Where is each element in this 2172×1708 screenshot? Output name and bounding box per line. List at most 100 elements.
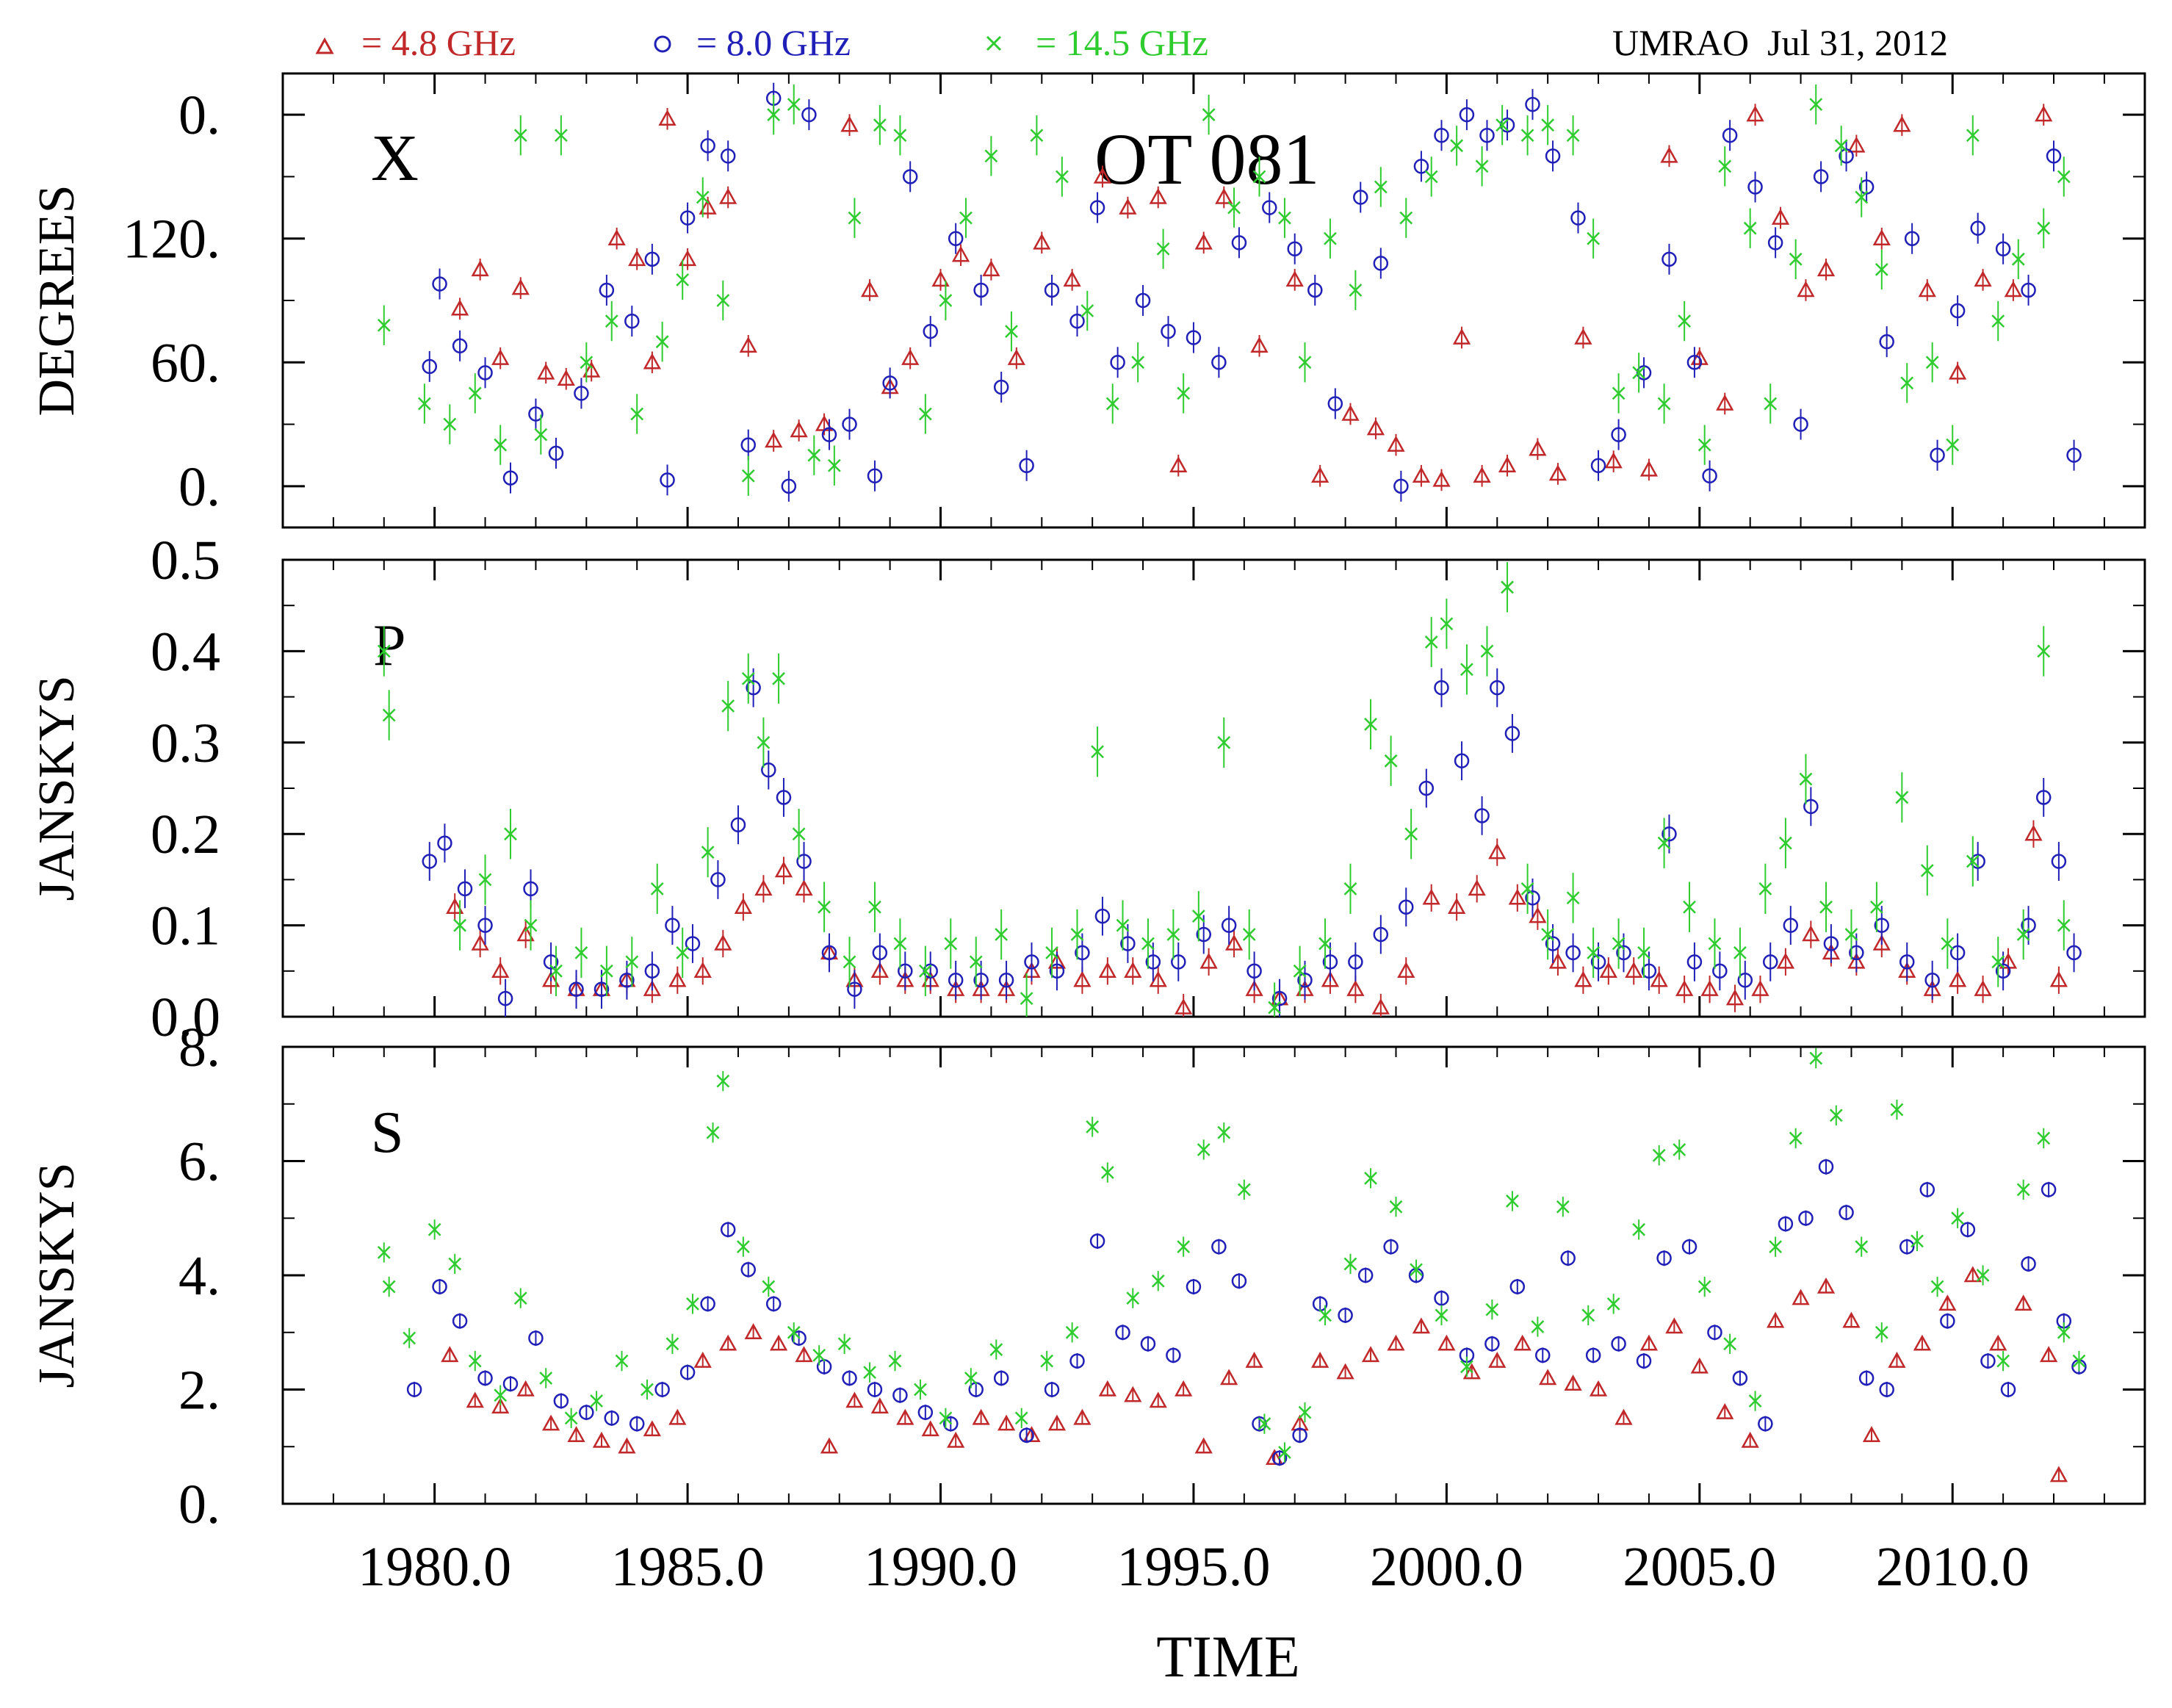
data-point-14-5-GHz bbox=[1541, 909, 1555, 960]
data-point-14-5-GHz bbox=[1966, 115, 1980, 156]
data-point-4-8-GHz bbox=[699, 196, 717, 219]
data-point-4-8-GHz bbox=[1432, 469, 1451, 491]
data-point-4-8-GHz bbox=[1285, 269, 1304, 291]
data-point-8-0-GHz bbox=[1044, 274, 1060, 306]
data-point-14-5-GHz bbox=[1652, 1145, 1666, 1166]
data-point-14-5-GHz bbox=[1065, 1322, 1079, 1343]
y-tick-label: 60. bbox=[151, 332, 220, 394]
data-point-8-0-GHz bbox=[1995, 233, 2011, 264]
data-point-14-5-GHz bbox=[1298, 342, 1312, 383]
data-point-4-8-GHz bbox=[1771, 206, 1790, 229]
data-point-4-8-GHz bbox=[1498, 454, 1517, 477]
data-point-8-0-GHz bbox=[2046, 140, 2062, 172]
data-point-14-5-GHz bbox=[524, 900, 538, 951]
data-point-8-0-GHz bbox=[2041, 1181, 2057, 1197]
data-point-8-0-GHz bbox=[1348, 942, 1363, 981]
data-point-14-5-GHz bbox=[721, 680, 735, 732]
data-point-14-5-GHz bbox=[377, 1242, 391, 1263]
data-point-8-0-GHz bbox=[1089, 1233, 1105, 1249]
data-point-4-8-GHz bbox=[1741, 1431, 1759, 1448]
data-point-4-8-GHz bbox=[845, 1391, 864, 1408]
data-point-4-8-GHz bbox=[1047, 1414, 1067, 1431]
data-point-4-8-GHz bbox=[1194, 1437, 1213, 1454]
data-point-14-5-GHz bbox=[818, 882, 831, 932]
data-point-14-5-GHz bbox=[549, 945, 563, 997]
data-point-14-5-GHz bbox=[2011, 239, 2025, 280]
data-point-4-8-GHz bbox=[1366, 417, 1385, 439]
data-point-8-0-GHz bbox=[1186, 1278, 1202, 1295]
data-point-14-5-GHz bbox=[2037, 626, 2051, 677]
y-tick-label: 0. bbox=[178, 456, 220, 518]
legend-triangle-icon bbox=[315, 37, 334, 54]
data-point-14-5-GHz bbox=[1424, 156, 1438, 197]
data-point-14-5-GHz bbox=[1911, 1230, 1924, 1252]
data-point-14-5-GHz bbox=[625, 937, 639, 987]
data-point-14-5-GHz bbox=[893, 918, 907, 969]
data-point-8-0-GHz bbox=[422, 350, 438, 382]
data-point-4-8-GHz bbox=[471, 259, 489, 281]
data-point-4-8-GHz bbox=[1725, 984, 1745, 1012]
data-point-14-5-GHz bbox=[1349, 270, 1363, 311]
data-point-4-8-GHz bbox=[1245, 1352, 1263, 1368]
data-point-4-8-GHz bbox=[1175, 993, 1193, 1017]
data-point-14-5-GHz bbox=[807, 435, 821, 475]
data-point-8-0-GHz bbox=[1024, 942, 1039, 981]
data-point-4-8-GHz bbox=[1548, 948, 1567, 976]
data-point-8-0-GHz bbox=[432, 1278, 447, 1295]
legend-circle-icon bbox=[654, 35, 671, 53]
y-tick-label: 2. bbox=[178, 1360, 220, 1421]
data-point-14-5-GHz bbox=[1991, 300, 2005, 342]
data-point-14-5-GHz bbox=[377, 626, 391, 677]
data-point-14-5-GHz bbox=[1764, 383, 1778, 424]
data-point-14-5-GHz bbox=[995, 909, 1009, 960]
data-point-8-0-GHz bbox=[993, 371, 1009, 403]
data-point-8-0-GHz bbox=[1924, 960, 1940, 1000]
data-point-4-8-GHz bbox=[441, 1346, 459, 1363]
data-point-8-0-GHz bbox=[1656, 1250, 1672, 1266]
data-point-14-5-GHz bbox=[1141, 918, 1155, 969]
data-point-8-0-GHz bbox=[1231, 227, 1247, 259]
data-point-8-0-GHz bbox=[1231, 1273, 1247, 1289]
data-point-8-0-GHz bbox=[1636, 357, 1652, 389]
data-point-14-5-GHz bbox=[494, 425, 508, 465]
panel-s-data bbox=[377, 1048, 2087, 1482]
data-point-4-8-GHz bbox=[1888, 1352, 1906, 1368]
data-point-14-5-GHz bbox=[873, 105, 887, 145]
data-point-8-0-GHz bbox=[892, 1387, 908, 1403]
data-point-4-8-GHz bbox=[1093, 165, 1112, 188]
data-point-8-0-GHz bbox=[1166, 1347, 1181, 1363]
data-point-8-0-GHz bbox=[1161, 316, 1176, 347]
data-point-4-8-GHz bbox=[1412, 1317, 1431, 1334]
data-point-8-0-GHz bbox=[1383, 1239, 1399, 1255]
data-point-8-0-GHz bbox=[847, 970, 862, 1009]
data-point-14-5-GHz bbox=[1100, 1162, 1114, 1183]
data-point-14-5-GHz bbox=[1217, 1122, 1231, 1143]
data-point-8-0-GHz bbox=[528, 398, 544, 430]
data-point-14-5-GHz bbox=[1718, 146, 1732, 187]
data-point-14-5-GHz bbox=[736, 1236, 750, 1257]
data-point-4-8-GHz bbox=[1548, 463, 1567, 485]
panel-x-polarization-angle: X DEGREES 0. 60. 120. 0. bbox=[29, 72, 2146, 529]
data-point-8-0-GHz bbox=[422, 842, 438, 881]
data-point-4-8-GHz bbox=[739, 334, 757, 357]
data-point-8-0-GHz bbox=[1373, 915, 1389, 954]
data-point-14-5-GHz bbox=[1991, 937, 2005, 987]
data-point-14-5-GHz bbox=[1343, 1253, 1357, 1275]
data-point-14-5-GHz bbox=[630, 394, 644, 434]
data-point-8-0-GHz bbox=[1069, 1353, 1085, 1369]
data-point-14-5-GHz bbox=[1384, 735, 1398, 786]
data-point-8-0-GHz bbox=[821, 419, 837, 450]
data-point-8-0-GHz bbox=[1565, 933, 1581, 973]
data-point-14-5-GHz bbox=[2057, 900, 2071, 951]
data-point-14-5-GHz bbox=[893, 115, 907, 156]
y-tick-label: 0.5 bbox=[151, 530, 220, 591]
data-point-14-5-GHz bbox=[443, 404, 457, 444]
data-point-8-0-GHz bbox=[2035, 778, 2052, 817]
data-point-8-0-GHz bbox=[882, 367, 898, 399]
data-point-4-8-GHz bbox=[901, 347, 920, 370]
data-point-14-5-GHz bbox=[1126, 1288, 1140, 1308]
data-point-14-5-GHz bbox=[1632, 353, 1646, 393]
source-name: OT 081 bbox=[1094, 118, 1320, 200]
data-point-14-5-GHz bbox=[843, 937, 856, 987]
legend-label-14-5ghz: = 14.5 GHz bbox=[1036, 22, 1208, 63]
